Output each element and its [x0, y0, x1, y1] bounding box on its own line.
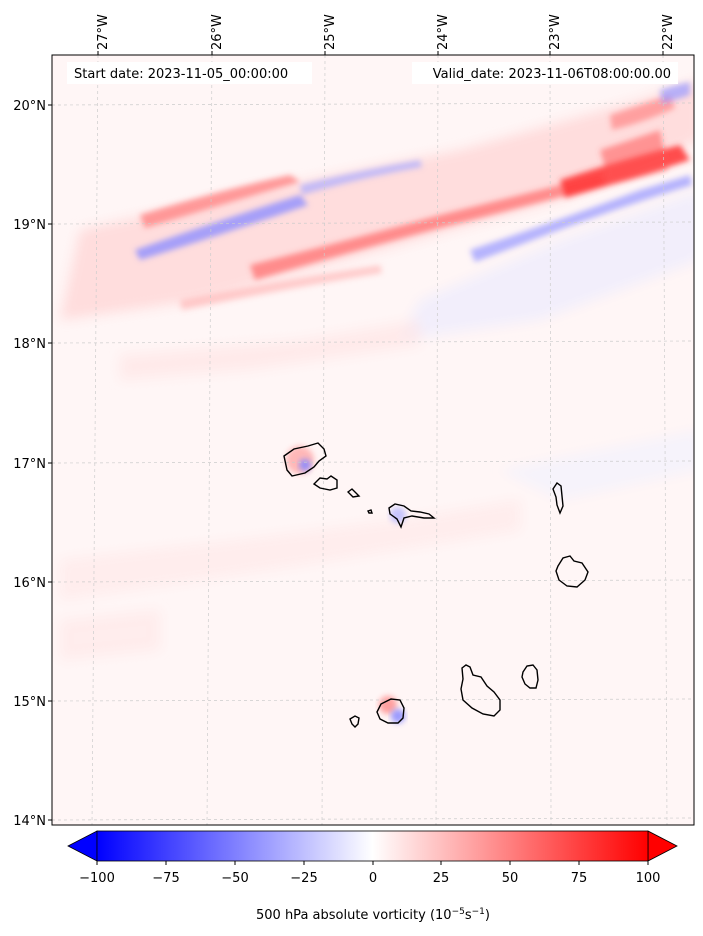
- vorticity-field: [60, 82, 694, 723]
- colorbar: −100 −75 −50 −25 0 25 50 75 100 500 hPa …: [67, 830, 678, 923]
- lon-tick-label: 25°W: [323, 14, 338, 50]
- colorbar-tick-label: 100: [636, 871, 661, 886]
- island-brava: [349, 715, 360, 728]
- colorbar-tick-label: 50: [502, 871, 519, 886]
- colorbar-low-extend: [67, 830, 98, 862]
- colorbar-tick-label: 75: [571, 871, 588, 886]
- lat-tick-label: 16°N: [13, 576, 46, 591]
- lon-tick-label: 23°W: [548, 14, 563, 50]
- longitude-axis: 27°W 26°W 25°W 24°W 23°W 22°W: [96, 14, 676, 55]
- lat-tick-label: 15°N: [13, 695, 46, 710]
- lon-tick-label: 22°W: [661, 14, 676, 50]
- island-maio: [521, 664, 539, 689]
- island-boa-vista: [555, 555, 589, 588]
- island-sao-vicente: [312, 475, 338, 491]
- valid-date-label: Valid_date: 2023-11-06T08:00:00.00: [433, 67, 671, 82]
- colorbar-high-extend: [647, 830, 678, 862]
- island-fogo: [376, 698, 405, 724]
- map-frame: [51, 54, 695, 826]
- lon-tick-label: 27°W: [96, 14, 111, 50]
- lon-tick-label: 26°W: [210, 14, 225, 50]
- island-outlines: [283, 442, 589, 728]
- start-date-label: Start date: 2023-11-05_00:00:00: [74, 67, 288, 82]
- lat-tick-label: 17°N: [13, 457, 46, 472]
- lon-tick-label: 24°W: [436, 14, 451, 50]
- valid-date-box: [412, 62, 678, 84]
- colorbar-tick-label: 0: [369, 871, 377, 886]
- colorbar-tick-label: 25: [433, 871, 450, 886]
- start-date-box: [67, 62, 312, 84]
- map-plot-area: [52, 55, 694, 825]
- graticule: [52, 55, 694, 825]
- colorbar-ticks: −100 −75 −50 −25 0 25 50 75 100: [79, 861, 660, 886]
- colorbar-tick-label: −100: [79, 871, 115, 886]
- colorbar-tick-label: −25: [290, 871, 317, 886]
- lat-tick-label: 14°N: [13, 814, 46, 829]
- island-raso: [367, 509, 373, 514]
- colorbar-tick-label: −50: [221, 871, 248, 886]
- lat-tick-label: 18°N: [13, 337, 46, 352]
- island-sao-nicolau: [388, 503, 436, 529]
- lat-tick-label: 20°N: [13, 99, 46, 114]
- island-sal: [552, 481, 564, 515]
- colorbar-title: 500 hPa absolute vorticity (10−5s−1): [256, 907, 490, 923]
- lat-tick-label: 19°N: [13, 218, 46, 233]
- island-santa-luzia: [346, 488, 361, 498]
- colorbar-tick-label: −75: [152, 871, 179, 886]
- colorbar-gradient: [96, 830, 649, 862]
- island-santo-antao: [283, 442, 327, 477]
- island-santiago: [460, 664, 501, 717]
- latitude-axis: 20°N 19°N 18°N 17°N 16°N 15°N 14°N: [13, 99, 52, 829]
